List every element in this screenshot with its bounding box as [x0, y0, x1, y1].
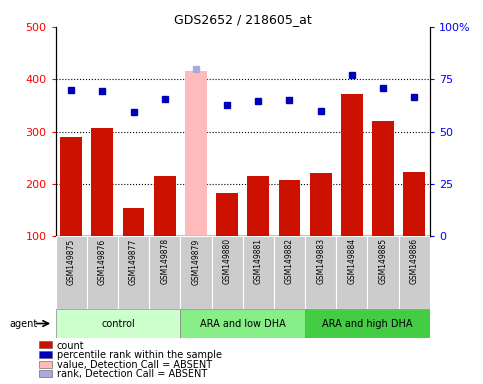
Bar [398, 236, 430, 309]
Title: GDS2652 / 218605_at: GDS2652 / 218605_at [174, 13, 312, 26]
Text: GSM149883: GSM149883 [316, 238, 325, 285]
Bar [91, 128, 113, 236]
Bar [216, 193, 238, 236]
Bar [212, 236, 242, 309]
Text: GSM149878: GSM149878 [160, 238, 169, 285]
Text: GSM149882: GSM149882 [285, 238, 294, 284]
Bar [305, 236, 336, 309]
Text: GSM149877: GSM149877 [129, 238, 138, 285]
Bar [274, 236, 305, 309]
Bar [247, 176, 269, 236]
Bar [180, 309, 305, 338]
Bar [403, 172, 425, 236]
Bar [154, 176, 176, 236]
Bar [123, 208, 144, 236]
Text: GSM149886: GSM149886 [410, 238, 419, 285]
Bar [149, 236, 180, 309]
Text: ARA and high DHA: ARA and high DHA [322, 318, 413, 329]
Bar [60, 137, 82, 236]
Bar [87, 236, 118, 309]
Text: GSM149885: GSM149885 [379, 238, 387, 285]
Bar [341, 94, 363, 236]
Bar [242, 236, 274, 309]
Bar [372, 121, 394, 236]
Bar [180, 236, 212, 309]
Text: count: count [57, 341, 84, 351]
Text: GSM149876: GSM149876 [98, 238, 107, 285]
Bar [368, 236, 398, 309]
Text: percentile rank within the sample: percentile rank within the sample [57, 350, 222, 360]
Text: GSM149884: GSM149884 [347, 238, 356, 285]
Text: rank, Detection Call = ABSENT: rank, Detection Call = ABSENT [57, 369, 207, 379]
Bar [279, 180, 300, 236]
Bar [310, 174, 332, 236]
Bar [118, 236, 149, 309]
Bar [56, 236, 87, 309]
Bar [56, 309, 180, 338]
Text: GSM149879: GSM149879 [191, 238, 200, 285]
Text: GSM149875: GSM149875 [67, 238, 76, 285]
Bar [336, 236, 368, 309]
Bar [185, 71, 207, 236]
Text: agent: agent [10, 319, 38, 329]
Text: value, Detection Call = ABSENT: value, Detection Call = ABSENT [57, 360, 212, 370]
Text: GSM149881: GSM149881 [254, 238, 263, 284]
Text: control: control [101, 318, 135, 329]
Text: GSM149880: GSM149880 [223, 238, 232, 285]
Text: ARA and low DHA: ARA and low DHA [200, 318, 285, 329]
Bar [305, 309, 430, 338]
